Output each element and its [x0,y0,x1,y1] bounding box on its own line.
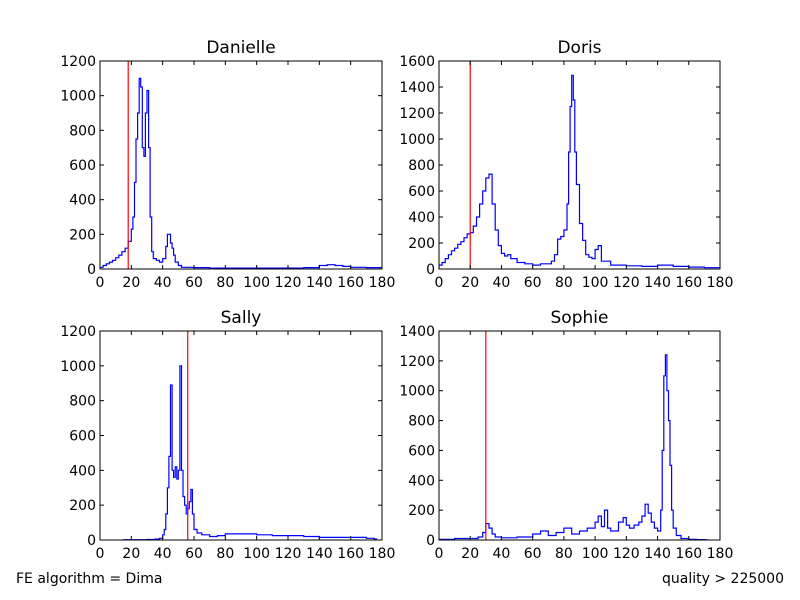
y-tick-label: 400 [408,473,435,489]
x-tick-label: 0 [435,275,444,291]
y-tick-label: 600 [69,158,96,174]
footer-quality-label: quality > 225000 [662,571,784,587]
axes-frame [438,330,721,541]
x-tick-label: 180 [707,275,734,291]
y-tick-label: 800 [408,158,435,174]
x-tick-label: 100 [243,275,270,291]
histogram-line [439,74,720,269]
histogram-line [439,354,708,540]
x-tick-label: 60 [185,546,203,562]
y-tick-label: 1200 [60,54,96,70]
x-tick-label: 180 [369,546,396,562]
x-tick-label: 40 [154,275,172,291]
x-tick-label: 160 [337,275,364,291]
y-tick-label: 600 [69,429,96,445]
x-tick-label: 100 [582,546,609,562]
x-tick-label: 20 [461,546,479,562]
y-tick-label: 400 [408,210,435,226]
y-tick-label: 600 [408,184,435,200]
y-tick-label: 400 [69,193,96,209]
y-tick-label: 800 [69,394,96,410]
y-tick-label: 1200 [399,354,435,370]
y-tick-label: 200 [408,503,435,519]
x-tick-label: 80 [216,546,234,562]
panel-title: Doris [557,38,601,58]
y-tick-label: 1000 [399,132,435,148]
panel-sally: 0 20 40 60 80 100 120 140 160 180 0 200 400 600 800 100… [60,308,395,562]
panel-danielle: 0 20 40 60 80 100 120 140 160 180 0 200 400 600 800 100… [60,38,395,291]
panel-title: Danielle [206,38,275,58]
y-tick-label: 0 [87,262,96,278]
x-tick-label: 160 [675,275,702,291]
x-tick-label: 20 [122,546,140,562]
x-tick-label: 80 [555,275,573,291]
y-tick-label: 0 [426,533,435,549]
x-tick-label: 120 [613,275,640,291]
x-tick-label: 40 [493,546,511,562]
y-tick-label: 1000 [60,359,96,375]
x-tick-label: 80 [216,275,234,291]
x-tick-label: 120 [275,275,302,291]
footer-algorithm-label: FE algorithm = Dima [16,571,163,587]
x-tick-label: 120 [613,546,640,562]
x-tick-label: 0 [435,546,444,562]
y-tick-label: 800 [69,123,96,139]
x-tick-label: 180 [707,546,734,562]
x-tick-label: 100 [243,546,270,562]
y-tick-label: 1000 [60,89,96,105]
y-tick-label: 1000 [399,384,435,400]
axes-frame [99,330,383,541]
x-tick-label: 40 [154,546,172,562]
x-tick-label: 60 [524,275,542,291]
x-tick-label: 0 [96,275,105,291]
axes-frame [438,60,721,270]
x-tick-label: 140 [644,275,671,291]
y-tick-label: 600 [408,443,435,459]
x-tick-label: 80 [555,546,573,562]
x-tick-label: 140 [644,546,671,562]
x-tick-label: 40 [493,275,511,291]
x-tick-label: 160 [675,546,702,562]
x-tick-label: 60 [524,546,542,562]
y-tick-label: 1200 [60,324,96,340]
x-tick-label: 20 [122,275,140,291]
y-tick-label: 400 [69,463,96,479]
y-tick-label: 1400 [399,324,435,340]
histogram-line [122,365,378,540]
histogram-line [100,77,382,269]
x-tick-label: 120 [275,546,302,562]
panel-doris: 0 20 40 60 80 100 120 140 160 180 0 200 400 600 800 100… [399,38,733,291]
y-tick-label: 800 [408,414,435,430]
y-tick-label: 1400 [399,80,435,96]
y-tick-label: 200 [69,498,96,514]
x-tick-label: 20 [461,275,479,291]
y-tick-label: 200 [408,236,435,252]
panel-title: Sally [221,308,262,328]
y-tick-label: 0 [87,533,96,549]
x-tick-label: 140 [306,546,333,562]
x-tick-label: 0 [96,546,105,562]
x-tick-label: 60 [185,275,203,291]
y-tick-label: 1200 [399,106,435,122]
y-tick-label: 1600 [399,54,435,70]
x-tick-label: 100 [582,275,609,291]
panel-title: Sophie [551,308,609,328]
y-tick-label: 200 [69,227,96,243]
x-tick-label: 160 [337,546,364,562]
x-tick-label: 180 [369,275,396,291]
panel-sophie: 0 20 40 60 80 100 120 140 160 180 0 200 400 600 800 100… [399,308,733,562]
y-tick-label: 0 [426,262,435,278]
x-tick-label: 140 [306,275,333,291]
